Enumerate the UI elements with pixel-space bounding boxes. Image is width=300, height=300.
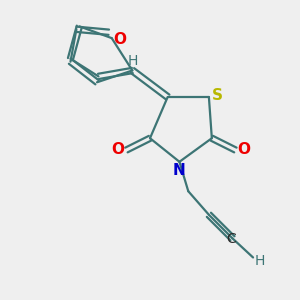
Text: S: S — [212, 88, 223, 103]
Text: O: O — [113, 32, 127, 47]
Text: O: O — [237, 142, 250, 158]
Text: N: N — [173, 163, 186, 178]
Text: O: O — [112, 142, 125, 158]
Text: H: H — [128, 54, 138, 68]
Text: H: H — [254, 254, 265, 268]
Text: C: C — [226, 232, 236, 246]
